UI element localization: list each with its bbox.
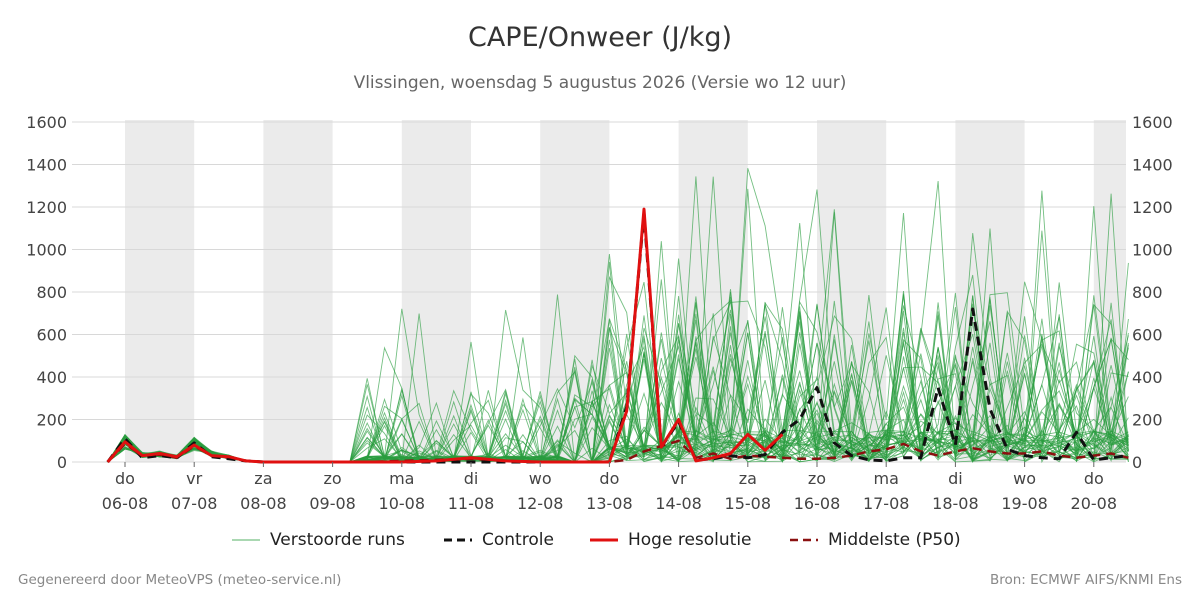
x-tick-date: 17-08: [863, 494, 910, 513]
legend-ensemble: Verstoorde runs: [232, 530, 405, 550]
x-tick-date: 13-08: [586, 494, 633, 513]
x-tick-day: do: [1084, 469, 1104, 488]
weekend-band: [125, 120, 195, 462]
chart-title: CAPE/Onweer (J/kg): [467, 22, 732, 53]
series-line-high-res: [106, 207, 784, 464]
x-tick-day: di: [948, 469, 963, 488]
y-tick-label: 1200: [26, 198, 67, 217]
y-tick-label: 400: [36, 368, 67, 387]
footer-credit: Gegenereerd door MeteoVPS (meteo-service…: [18, 572, 342, 588]
legend-high-res-swatch: [590, 538, 618, 542]
legend-control: Controle: [444, 530, 554, 550]
y-tick-label: 600: [36, 326, 67, 345]
main-series: [106, 207, 1129, 464]
y-axis-right: 0 200 400 600 800 1000 1200 1400 1600: [1132, 113, 1173, 472]
x-tick-date: 15-08: [725, 494, 772, 513]
weekend-band: [263, 120, 333, 462]
x-tick-day: za: [739, 469, 757, 488]
y-tick-label: 200: [1132, 411, 1163, 430]
x-tick-day: do: [115, 469, 135, 488]
x-tick-date: 06-08: [102, 494, 149, 513]
legend-ensemble-label: Verstoorde runs: [270, 530, 405, 550]
legend-high-res: Hoge resolutie: [590, 530, 752, 550]
x-tick-date: 07-08: [171, 494, 218, 513]
legend-control-swatch: [444, 538, 472, 542]
y-tick-label: 1000: [1132, 241, 1173, 260]
y-tick-label: 1400: [26, 156, 67, 175]
y-tick-label: 800: [36, 283, 67, 302]
x-tick-date: 18-08: [932, 494, 979, 513]
y-tick-label: 200: [36, 411, 67, 430]
x-axis: do 06-08 vr 07-08 za 08-08 zo 09-08 ma 10-08 di 11-…: [102, 462, 1117, 513]
legend-ensemble-swatch: [232, 539, 260, 541]
y-tick-label: 800: [1132, 283, 1163, 302]
x-tick-date: 11-08: [448, 494, 495, 513]
x-tick-day: di: [464, 469, 479, 488]
y-axis-left: 0 200 400 600 800 1000 1200 1400 1600: [26, 113, 67, 472]
y-tick-label: 1600: [1132, 113, 1173, 132]
x-tick-date: 19-08: [1001, 494, 1048, 513]
weekend-band: [678, 120, 748, 462]
y-tick-label: 1000: [26, 241, 67, 260]
y-tick-label: 400: [1132, 368, 1163, 387]
x-tick-date: 20-08: [1071, 494, 1118, 513]
y-tick-label: 0: [1132, 453, 1142, 472]
weekend-band: [401, 120, 471, 462]
y-tick-label: 1200: [1132, 198, 1173, 217]
x-tick-day: zo: [808, 469, 826, 488]
legend-median: Middelste (P50): [790, 530, 961, 550]
footer-source: Bron: ECMWF AIFS/KNMI Ens: [989, 572, 1182, 588]
x-tick-day: vr: [671, 469, 687, 488]
x-tick-date: 10-08: [379, 494, 426, 513]
legend-high-res-label: Hoge resolutie: [628, 530, 752, 550]
y-tick-label: 1400: [1132, 156, 1173, 175]
x-tick-date: 12-08: [517, 494, 564, 513]
y-tick-label: 1600: [26, 113, 67, 132]
y-tick-label: 600: [1132, 326, 1163, 345]
x-tick-date: 16-08: [794, 494, 841, 513]
chart-subtitle: Vlissingen, woensdag 5 augustus 2026 (Ve…: [353, 73, 847, 93]
x-tick-day: vr: [186, 469, 202, 488]
x-tick-day: ma: [389, 469, 414, 488]
x-tick-day: wo: [529, 469, 552, 488]
x-tick-day: za: [254, 469, 272, 488]
legend-control-label: Controle: [482, 530, 554, 550]
y-tick-label: 0: [57, 453, 67, 472]
x-tick-date: 09-08: [309, 494, 356, 513]
legend-median-swatch: [790, 538, 818, 542]
x-tick-day: zo: [324, 469, 342, 488]
x-tick-day: do: [599, 469, 619, 488]
x-tick-date: 14-08: [655, 494, 702, 513]
x-tick-day: wo: [1013, 469, 1036, 488]
x-tick-day: ma: [874, 469, 899, 488]
x-tick-date: 08-08: [240, 494, 287, 513]
legend-median-label: Middelste (P50): [828, 530, 961, 550]
